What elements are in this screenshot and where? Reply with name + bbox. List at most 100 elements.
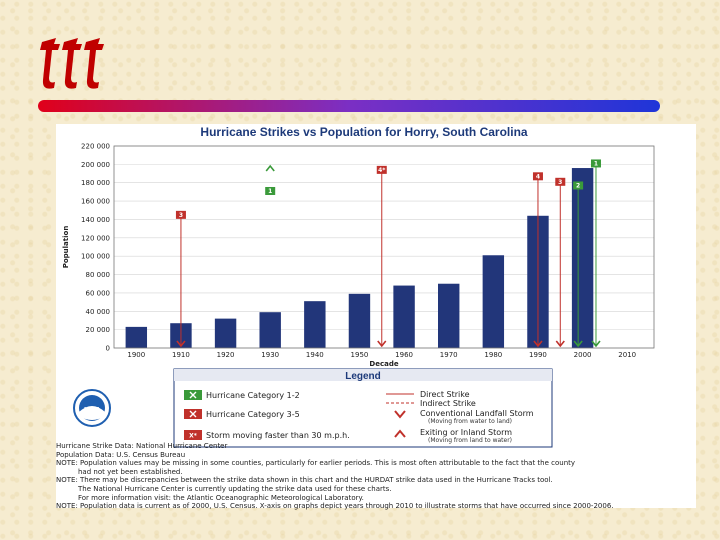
y-axis-label: Population bbox=[62, 226, 70, 269]
legend-label-exiting: Exiting or Inland Storm bbox=[420, 428, 512, 437]
y-tick-label: 180 000 bbox=[81, 179, 110, 187]
legend-title: Legend bbox=[345, 371, 381, 382]
strike-marker-label: 4* bbox=[378, 167, 386, 174]
x-tick-label: 2010 bbox=[618, 351, 636, 359]
legend-item-conventional: Conventional Landfall Storm (Moving from… bbox=[394, 409, 534, 425]
x-tick-label: 1920 bbox=[217, 351, 235, 359]
strike-marker bbox=[573, 181, 584, 190]
strike-marker-label: 3 bbox=[179, 212, 183, 219]
x-tick-label: 1960 bbox=[395, 351, 413, 359]
down-arrow-icon bbox=[555, 340, 565, 348]
decorative-logo bbox=[40, 38, 104, 89]
bar-1940 bbox=[304, 301, 326, 348]
legend-label-cat35: Hurricane Category 3-5 bbox=[206, 410, 300, 419]
strike-marker bbox=[532, 172, 543, 181]
x-tick-label: 1990 bbox=[529, 351, 547, 359]
up-arrow-icon bbox=[394, 429, 406, 438]
noaa-logo-text: NOAA bbox=[84, 407, 100, 413]
fast-marker-label: X* bbox=[189, 433, 198, 440]
y-tick-label: 80 000 bbox=[86, 271, 111, 279]
note-line: Population Data: U.S. Census Bureau bbox=[56, 450, 186, 459]
strike-marker bbox=[376, 165, 387, 174]
strike-marker-label: 2 bbox=[576, 183, 580, 190]
note-line: Hurricane Strike Data: National Hurrican… bbox=[56, 442, 228, 450]
legend-label-conventional: Conventional Landfall Storm bbox=[420, 409, 534, 418]
note-line: had not yet been established. bbox=[78, 467, 183, 476]
strike-marker-label: 4 bbox=[536, 174, 540, 181]
down-arrow-icon bbox=[394, 410, 406, 419]
down-arrow-icon bbox=[573, 340, 583, 348]
y-tick-label: 160 000 bbox=[81, 198, 110, 206]
source-notes: Hurricane Strike Data: National Hurrican… bbox=[56, 442, 696, 511]
x-mark-icon bbox=[189, 391, 197, 399]
x-tick-label: 1950 bbox=[351, 351, 369, 359]
x-tick-label: 1970 bbox=[440, 351, 458, 359]
note-line: For more information visit: the Atlantic… bbox=[78, 493, 364, 502]
chart-svg: Hurricane Strikes vs Population for Horr… bbox=[62, 125, 655, 448]
x-tick-label: 1930 bbox=[261, 351, 279, 359]
legend-item-cat35: Hurricane Category 3-5 bbox=[184, 409, 300, 419]
bar-2000 bbox=[571, 168, 594, 348]
chart-panel: Hurricane Strikes vs Population for Horr… bbox=[56, 124, 696, 511]
chart-title: Hurricane Strikes vs Population for Horr… bbox=[200, 125, 528, 139]
exiting-marker bbox=[265, 186, 276, 195]
up-arrow-icon bbox=[265, 164, 275, 172]
y-tick-label: 200 000 bbox=[81, 161, 110, 169]
y-tick-label: 140 000 bbox=[81, 216, 110, 224]
decorative-gradient-rule bbox=[38, 100, 660, 112]
down-arrow-icon bbox=[533, 340, 543, 348]
down-arrow-icon bbox=[377, 340, 387, 348]
strike-lines: 3 4* 4 3 2 1 1 bbox=[175, 159, 601, 348]
x-tick-label: 1980 bbox=[484, 351, 502, 359]
legend-sub-exiting: (Moving from land to water) bbox=[428, 437, 512, 444]
y-tick-label: 60 000 bbox=[86, 289, 111, 297]
legend-item-indirect: Indirect Strike bbox=[386, 399, 476, 408]
legend: Legend Hurricane Category 1-2 Hurricane … bbox=[173, 368, 553, 448]
note-line: NOTE: Population values may be missing i… bbox=[56, 459, 576, 468]
bar-1980 bbox=[482, 255, 505, 348]
y-tick-label: 100 000 bbox=[81, 253, 110, 261]
legend-item-cat12: Hurricane Category 1-2 bbox=[184, 390, 300, 400]
bar-1930 bbox=[259, 312, 281, 348]
down-arrow-icon bbox=[176, 340, 186, 348]
legend-item-fast: X* Storm moving faster than 30 m.p.h. bbox=[184, 430, 350, 440]
x-tick-label: 1900 bbox=[127, 351, 145, 359]
bar-1950 bbox=[348, 293, 371, 348]
y-tick-label: 40 000 bbox=[86, 308, 111, 316]
note-line: NOTE: There may be discrepancies between… bbox=[56, 476, 553, 485]
plot-frame bbox=[113, 145, 655, 349]
x-axis-label: Decade bbox=[369, 360, 398, 368]
y-tick-label: 220 000 bbox=[81, 143, 110, 151]
y-tick-label: 120 000 bbox=[81, 234, 110, 242]
note-line: NOTE: Population data is current as of 2… bbox=[56, 502, 614, 511]
legend-item-exiting: Exiting or Inland Storm (Moving from lan… bbox=[394, 428, 512, 444]
down-arrow-icon bbox=[591, 340, 601, 348]
exiting-marker-label: 1 bbox=[268, 188, 272, 195]
legend-label-direct: Direct Strike bbox=[420, 390, 470, 399]
x-tick-label: 1940 bbox=[306, 351, 324, 359]
note-line: The National Hurricane Center is current… bbox=[78, 484, 392, 493]
x-tick-label: 2000 bbox=[574, 351, 592, 359]
bar-1960 bbox=[393, 285, 415, 348]
strike-marker bbox=[590, 159, 601, 168]
strike-marker bbox=[555, 177, 566, 186]
y-ticks: 0 20 000 40 000 60 000 80 000 100 000 120 000 1… bbox=[81, 143, 110, 353]
strike-marker bbox=[175, 210, 186, 219]
legend-label-fast: Storm moving faster than 30 m.p.h. bbox=[206, 431, 350, 440]
bar-1970 bbox=[438, 283, 460, 348]
bars bbox=[125, 168, 594, 348]
noaa-logo: NOAA bbox=[73, 389, 111, 427]
y-tick-label: 0 bbox=[106, 345, 110, 353]
legend-label-indirect: Indirect Strike bbox=[420, 399, 476, 408]
y-tick-label: 20 000 bbox=[86, 326, 111, 334]
legend-item-direct: Direct Strike bbox=[386, 390, 470, 399]
x-tick-label: 1910 bbox=[172, 351, 190, 359]
bar-1900 bbox=[125, 326, 148, 348]
legend-label-cat12: Hurricane Category 1-2 bbox=[206, 391, 300, 400]
x-ticks: 1900 1910 1920 1930 1940 1950 1960 1970 1980 1990… bbox=[127, 351, 636, 359]
strike-marker-label: 3 bbox=[558, 179, 562, 186]
strike-marker-label: 1 bbox=[594, 161, 598, 168]
x-mark-icon bbox=[189, 410, 197, 418]
bar-1920 bbox=[214, 318, 237, 348]
legend-sub-conventional: (Moving from water to land) bbox=[428, 418, 512, 425]
